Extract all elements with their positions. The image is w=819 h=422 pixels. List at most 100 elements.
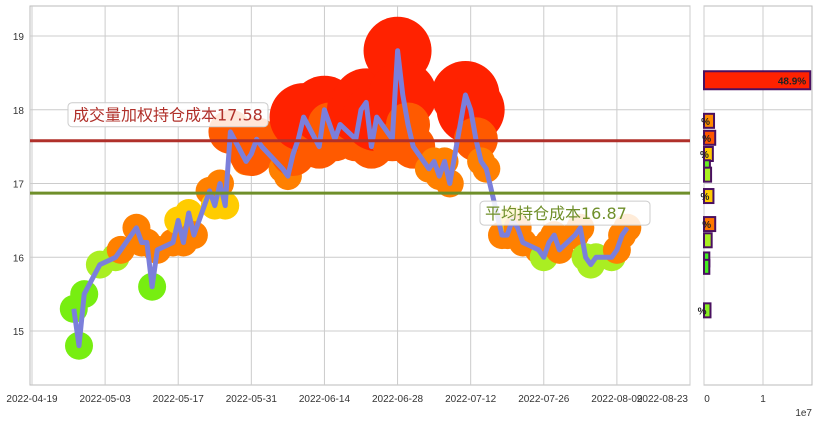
- volume-bar: [703, 129, 717, 146]
- price-point: [156, 249, 158, 251]
- price-point: [449, 183, 451, 184]
- volume-bar: [703, 188, 715, 205]
- price-point: [543, 256, 545, 258]
- price-point: [214, 205, 216, 207]
- price-point: [141, 242, 143, 243]
- price-point: [120, 249, 122, 251]
- price-point: [250, 153, 252, 155]
- price-line: [71, 48, 630, 349]
- price-point: [287, 175, 289, 177]
- volume-bar: [703, 232, 713, 249]
- price-point: [444, 160, 446, 162]
- plot-frame: [29, 5, 691, 386]
- price-point: [365, 101, 367, 103]
- price-point: [611, 256, 613, 258]
- cost-label-box: [479, 200, 651, 226]
- price-point: [282, 168, 284, 170]
- price-point: [303, 116, 305, 118]
- volume-bar: [703, 166, 713, 183]
- price-point: [339, 124, 341, 125]
- x-tick-label: 2022-06-14: [299, 394, 351, 405]
- price-point: [172, 242, 174, 243]
- price-point: [433, 160, 435, 162]
- price-point: [229, 131, 231, 133]
- price-point: [188, 212, 190, 214]
- price-point: [323, 109, 325, 111]
- price-point: [626, 227, 628, 229]
- price-point: [464, 94, 466, 96]
- price-point: [585, 256, 587, 258]
- x-tick-label: 2022-07-12: [445, 394, 497, 405]
- price-point: [78, 345, 80, 347]
- y-tick-label: 16: [13, 253, 25, 264]
- volume-bar-label: %: [700, 150, 709, 161]
- price-point: [412, 146, 414, 148]
- price-point: [115, 256, 117, 258]
- price-point: [402, 94, 404, 96]
- volume-bar: [703, 216, 717, 233]
- x-tick-label: 2022-06-28: [372, 394, 424, 405]
- x-tick-label: 2022-08-09: [591, 394, 643, 405]
- price-point: [428, 168, 430, 170]
- volume-bar-label: 48.9%: [778, 76, 806, 87]
- price-point: [329, 124, 331, 125]
- cost-label-box: [67, 102, 269, 128]
- price-point: [616, 249, 618, 251]
- price-point: [182, 242, 184, 243]
- price-point: [83, 293, 85, 295]
- x-tick-label: 2022-05-17: [153, 394, 205, 405]
- x-tick-label: 2022-08-23: [637, 394, 689, 405]
- cost-label: 成交量加权持仓成本17.58: [73, 106, 263, 125]
- price-point: [485, 168, 487, 170]
- price-point: [438, 175, 440, 177]
- price-point: [261, 146, 263, 148]
- price-point: [376, 116, 378, 118]
- volume-bar-label: %: [702, 220, 711, 231]
- price-point: [407, 124, 409, 125]
- volume-bar: [703, 258, 711, 275]
- price-point: [292, 153, 294, 155]
- price-point: [219, 183, 221, 184]
- cost-label: 平均持仓成本16.87: [485, 204, 627, 223]
- x-tick-label: 1: [760, 394, 766, 405]
- price-point: [73, 308, 75, 310]
- price-point: [517, 227, 519, 229]
- price-point: [99, 264, 101, 266]
- x-tick-label: 2022-05-31: [226, 394, 278, 405]
- price-point: [558, 249, 560, 251]
- price-point: [522, 242, 524, 243]
- volume-bar: [703, 70, 812, 91]
- price-point: [193, 234, 195, 236]
- price-point: [151, 286, 153, 288]
- volume-panel-frame: [703, 5, 813, 386]
- price-point: [360, 109, 362, 111]
- volume-bar-label: %: [701, 192, 710, 203]
- price-point: [574, 234, 576, 236]
- price-point: [224, 205, 226, 207]
- price-point: [506, 234, 508, 236]
- y-tick-label: 19: [13, 32, 25, 43]
- volume-bar-label: %: [702, 134, 711, 145]
- price-point: [538, 249, 540, 251]
- price-point: [595, 256, 597, 258]
- x-tick-label: 2022-05-03: [80, 394, 132, 405]
- volume-bar: [703, 302, 712, 319]
- axis-offset-label: 1e7: [795, 408, 812, 419]
- price-point: [590, 264, 592, 266]
- price-point: [397, 50, 399, 52]
- price-point: [370, 146, 372, 148]
- price-point: [245, 160, 247, 162]
- x-tick-label: 2022-04-19: [6, 394, 58, 405]
- price-point: [318, 146, 320, 148]
- price-point: [209, 190, 211, 192]
- price-point: [501, 234, 503, 236]
- y-tick-label: 15: [13, 327, 25, 338]
- price-point: [621, 234, 623, 236]
- x-tick-label: 2022-07-26: [518, 394, 570, 405]
- y-tick-label: 18: [13, 106, 25, 117]
- volume-bar-label: %: [701, 117, 710, 128]
- price-point: [177, 219, 179, 221]
- y-tick-label: 17: [13, 180, 25, 191]
